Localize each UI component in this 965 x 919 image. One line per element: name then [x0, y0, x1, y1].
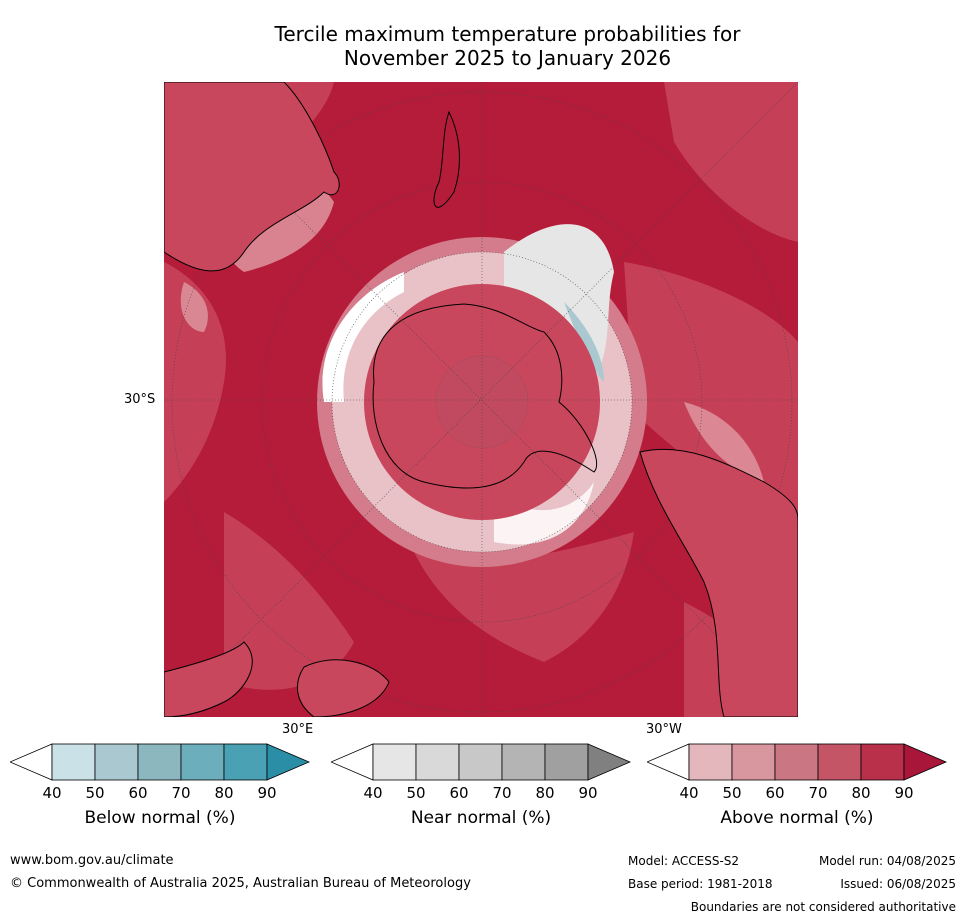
colorbar-label-above: Above normal (%) [720, 808, 874, 828]
near-normal-white-band-south [494, 482, 594, 545]
colorbar-above-normal-min-arrow [645, 743, 690, 781]
africa-west [164, 641, 253, 717]
title-line-2: November 2025 to January 2026 [343, 46, 672, 70]
below-normal-patch [564, 302, 604, 382]
colorbar-swatch [372, 743, 417, 781]
near-normal-white-band-west [322, 272, 404, 402]
antarctica-coastline [372, 303, 598, 489]
colorbar-swatch [544, 743, 589, 781]
colorbar-tick-label: 50 [406, 784, 426, 802]
colorbar-swatch [180, 743, 225, 781]
colorbar-tick-label: 80 [851, 784, 871, 802]
colorbar-label-near: Near normal (%) [410, 808, 552, 828]
colorbar-tick-label: 90 [257, 784, 277, 802]
colorbar-label-below: Below normal (%) [84, 808, 236, 828]
colorbar-swatch [137, 743, 182, 781]
probability-map[interactable] [164, 82, 798, 717]
colorbar-tick-label: 90 [894, 784, 914, 802]
footer-disclaimer: Boundaries are not considered authoritat… [690, 900, 956, 914]
colorbar-above-normal [645, 743, 948, 785]
colorbar-tick-label: 80 [535, 784, 555, 802]
colorbar-swatch [774, 743, 819, 781]
colorbar-below-normal-max-arrow [266, 743, 311, 781]
new-zealand [433, 110, 460, 208]
footer-model-run: Model run: 04/08/2025 [818, 854, 956, 868]
colorbar-swatch [94, 743, 139, 781]
colorbar-above-normal-max-arrow [903, 743, 948, 781]
colorbar-swatch [223, 743, 268, 781]
colorbar-tick-label: 80 [214, 784, 234, 802]
colorbar-swatch [501, 743, 546, 781]
map-canvas [164, 82, 798, 717]
colorbar-tick-label: 90 [578, 784, 598, 802]
colorbar-tick-label: 50 [722, 784, 742, 802]
colorbar-tick-label: 70 [171, 784, 191, 802]
colorbar-swatch [817, 743, 862, 781]
longitude-label-30e: 30°E [282, 722, 314, 737]
footer-issued: Issued: 06/08/2025 [840, 877, 956, 891]
colorbar-swatch [415, 743, 460, 781]
colorbar-swatch [860, 743, 905, 781]
colorbar-near-normal [329, 743, 632, 785]
colorbar-near-normal-max-arrow [587, 743, 632, 781]
polar-circle [435, 355, 529, 449]
footer-url[interactable]: www.bom.gov.au/climate [10, 853, 174, 868]
title-line-1: Tercile maximum temperature probabilitie… [274, 22, 741, 46]
colorbar-below-normal [8, 743, 311, 785]
colorbar-tick-label: 60 [128, 784, 148, 802]
colorbar-swatch [51, 743, 96, 781]
south-america [639, 448, 798, 717]
chart-title: Tercile maximum temperature probabilitie… [200, 22, 815, 70]
colorbar-tick-label: 40 [363, 784, 383, 802]
colorbar-swatch [458, 743, 503, 781]
colorbar-tick-label: 40 [679, 784, 699, 802]
colorbar-near-normal-graphic [329, 743, 632, 781]
colorbar-tick-label: 70 [808, 784, 828, 802]
colorbar-tick-label: 60 [449, 784, 469, 802]
colorbar-tick-label: 50 [85, 784, 105, 802]
colorbar-tick-label: 70 [492, 784, 512, 802]
footer-base-period: Base period: 1981-2018 [628, 877, 773, 891]
colorbar-below-normal-min-arrow [8, 743, 53, 781]
graticule [164, 82, 798, 717]
longitude-label-30w: 30°W [646, 722, 682, 737]
colorbar-tick-label: 40 [42, 784, 62, 802]
footer-model: Model: ACCESS-S2 [628, 854, 740, 868]
colorbar-swatch [731, 743, 776, 781]
colorbar-swatch [688, 743, 733, 781]
colorbar-below-normal-graphic [8, 743, 311, 781]
footer-copyright: © Commonwealth of Australia 2025, Austra… [10, 876, 471, 891]
colorbar-tick-label: 60 [765, 784, 785, 802]
colorbar-above-normal-graphic [645, 743, 948, 781]
colorbar-near-normal-min-arrow [329, 743, 374, 781]
australia [164, 82, 340, 272]
landmasses [164, 82, 798, 717]
africa-south [296, 659, 390, 717]
latitude-label-30s: 30°S [124, 392, 156, 407]
